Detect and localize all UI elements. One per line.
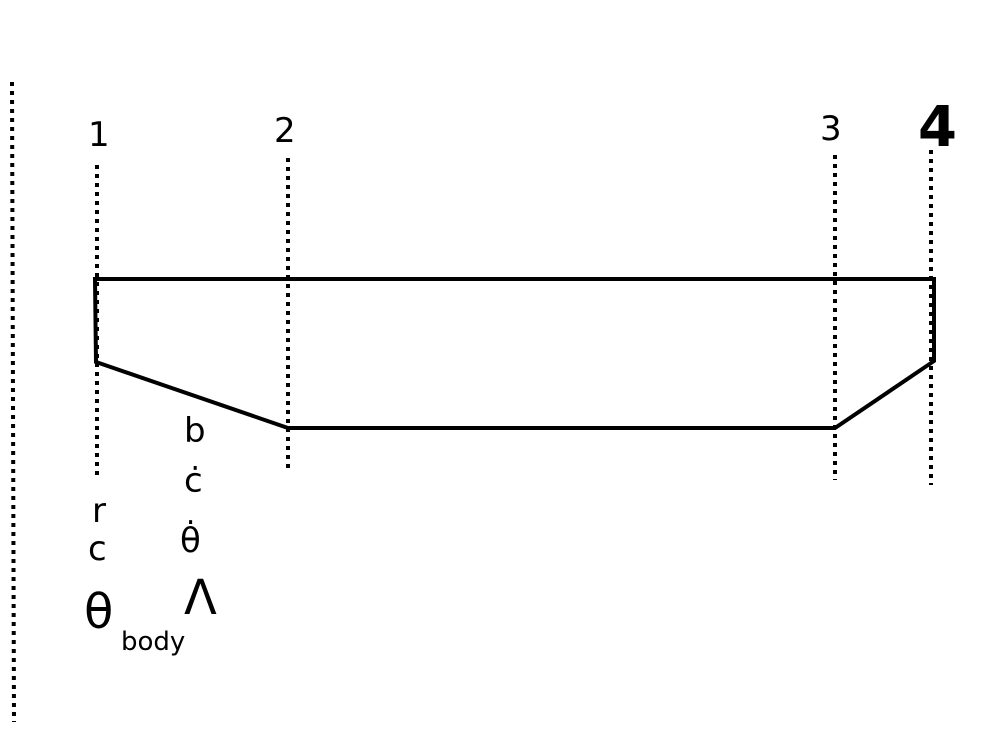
station-label-1: 1 [88,115,110,155]
symbol-c: c [88,529,107,569]
symbol-body-subscript: body [121,627,185,657]
symbol-lambda: Λ [184,570,217,626]
symbol-b: b [184,411,206,451]
station-label-2: 2 [274,111,296,151]
station-label-3: 3 [820,109,842,149]
symbol-theta-dot: θ̇ [180,520,201,561]
symbol-r: r [92,491,106,531]
symbol-theta: θ [84,584,113,640]
body-outline [92,277,936,430]
symbol-c-dot: ċ [184,461,203,501]
reference-line-left [10,81,16,723]
station-label-4: 4 [918,95,957,160]
